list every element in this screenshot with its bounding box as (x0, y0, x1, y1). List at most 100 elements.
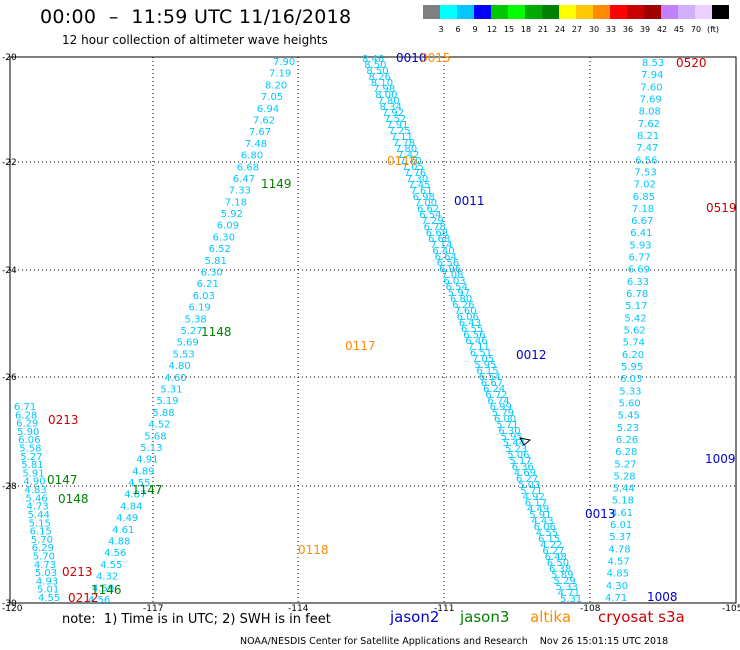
wave-height-value: 7.62 (253, 115, 275, 126)
wave-height-value: 6.98 (413, 192, 435, 203)
wave-height-value: 7.02 (634, 180, 656, 191)
wave-height-value: 5.69 (176, 338, 198, 349)
wave-height-value: 5.03 (35, 568, 57, 579)
pass-time-label: 0013 (585, 507, 616, 521)
wave-height-value: 6.38 (549, 564, 571, 575)
wave-height-value: 6.62 (417, 204, 439, 215)
wave-height-value: 6.09 (217, 221, 239, 232)
footer-note: note: 1) Time is in UTC; 2) SWH is in fe… (62, 612, 331, 627)
wave-height-value: 8.00 (375, 90, 397, 101)
wave-height-value: 5.81 (21, 460, 43, 471)
wave-height-value: 7.67 (249, 127, 271, 138)
wave-height-value: 7.30 (406, 174, 428, 185)
wave-height-value: 6.03 (193, 291, 215, 302)
wave-height-value: 7.62 (638, 119, 660, 130)
wave-height-value: 5.17 (509, 456, 531, 467)
wave-height-value: 6.36 (512, 462, 534, 473)
longitude-label: -120 (2, 604, 23, 614)
wave-height-value: 7.18 (225, 197, 247, 208)
wave-height-value: 4.22 (540, 540, 562, 551)
legend-label: 9 (472, 25, 478, 34)
wave-height-value: 6.96 (439, 264, 461, 275)
wave-height-value: 7.29 (421, 216, 443, 227)
wave-height-value: 6.85 (633, 192, 655, 203)
wave-height-value: 5.44 (503, 438, 525, 449)
wave-height-value: 4.55 (100, 560, 122, 571)
wave-height-value: 6.55 (461, 324, 483, 335)
legend-swatch (474, 5, 491, 19)
legend-swatch (559, 5, 576, 19)
wave-height-value: 6.67 (631, 216, 653, 227)
legend-label: 24 (554, 25, 566, 34)
latitude-label: -30 (2, 599, 17, 609)
wave-height-value: 8.50 (366, 66, 388, 77)
legend-swatch (695, 5, 712, 19)
wave-height-value: 6.68 (426, 228, 448, 239)
wave-height-value: 6.68 (428, 234, 450, 245)
pass-time-label: 1009 (705, 452, 736, 466)
wave-height-value: 5.95 (621, 362, 643, 373)
wave-height-value: 6.54 (446, 282, 468, 293)
pass-time-label: 0213 (48, 413, 79, 427)
wave-height-value: 4.49 (116, 513, 138, 524)
wave-height-value: 6.69 (628, 265, 650, 276)
pass-time-label: 0147 (47, 473, 78, 487)
pass-time-label: 0117 (345, 339, 376, 353)
legend-label: 18 (520, 25, 532, 34)
wave-height-value: 5.27 (614, 459, 636, 470)
wave-height-value: 5.33 (619, 386, 641, 397)
wave-height-value: 5.70 (31, 535, 53, 546)
wave-height-value: 6.54 (419, 210, 441, 221)
wave-height-value: 6.52 (209, 244, 231, 255)
legend-swatch (508, 5, 525, 19)
longitude-label: -114 (288, 604, 309, 614)
wave-height-value: 6.17 (525, 498, 547, 509)
wave-height-value: 5.53 (172, 349, 194, 360)
wave-height-value: 7.52 (384, 114, 406, 125)
wave-height-value: 8.53 (642, 58, 664, 69)
wave-height-value: 6.15 (30, 527, 52, 538)
wave-height-value: 4.52 (148, 420, 170, 431)
wave-height-value: 6.99 (490, 402, 512, 413)
credit-line: NOAA/NESDIS Center for Satellite Applica… (240, 636, 669, 647)
wave-height-value: 6.54 (479, 372, 501, 383)
wave-height-value: 4.84 (120, 501, 142, 512)
wave-height-value: 6.33 (627, 277, 649, 288)
wave-height-value: 4.71 (558, 588, 580, 599)
wave-height-value: 4.88 (108, 537, 130, 548)
wave-height-value: 5.90 (17, 427, 39, 438)
axis-tick-labels: -20 -22 -24 -26 -28 -30-120 -117 -114 -111 -108 -1… (2, 53, 740, 614)
pass-time-label: 1147 (132, 483, 163, 497)
wave-height-value: 6.06 (18, 435, 40, 446)
wave-height-value: 5.46 (25, 493, 47, 504)
wave-height-value: 5.27 (181, 326, 203, 337)
wave-height-value: 6.56 (437, 258, 459, 269)
wave-height-value: 7.47 (636, 143, 658, 154)
wave-height-value: 6.46 (465, 336, 487, 347)
wave-height-value: 4.90 (23, 477, 45, 488)
wave-height-value: 6.24 (483, 384, 505, 395)
wave-height-value: 4.93 (36, 576, 58, 587)
wave-height-value: 7.60 (454, 306, 476, 317)
wave-height-value: 7.76 (404, 168, 426, 179)
wave-height-value: 6.27 (516, 474, 538, 485)
wave-height-value: 6.28 (15, 410, 37, 421)
wave-height-value: 4.55 (128, 478, 150, 489)
wave-height-value: 5.29 (553, 576, 575, 587)
longitude-label: -108 (580, 604, 601, 614)
wave-height-value: 7.33 (229, 186, 251, 197)
wave-height-value: 4.56 (104, 548, 126, 559)
wave-height-value: 5.89 (551, 570, 573, 581)
wave-height-value: 6.40 (432, 246, 454, 257)
wave-height-value: 4.89 (132, 466, 154, 477)
wave-height-value: 4.87 (124, 490, 146, 501)
wave-height-value: 5.44 (28, 510, 50, 521)
wave-height-value: 5.19 (156, 396, 178, 407)
legend-label: 45 (673, 25, 685, 34)
wave-height-value: 5.81 (205, 256, 227, 267)
longitude-label: -105 (722, 604, 740, 614)
wave-height-value: 7.98 (373, 84, 395, 95)
legend-swatch (542, 5, 559, 19)
wave-height-value: 6.80 (241, 151, 263, 162)
